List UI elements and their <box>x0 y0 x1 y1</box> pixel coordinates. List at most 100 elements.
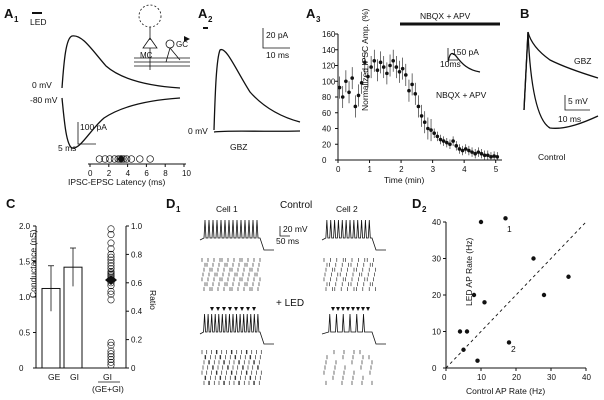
a3-point <box>372 58 377 63</box>
a3-point <box>473 151 477 156</box>
a3-point <box>441 139 446 143</box>
d1-cell1-label: Cell 1 <box>216 204 238 214</box>
d2-xlabel: Control AP Rate (Hz) <box>466 386 545 396</box>
d1-cell2-led-trace <box>321 313 386 345</box>
d1-led-pulse-marker <box>356 307 360 311</box>
d2-point <box>478 219 484 225</box>
a3-point <box>407 88 411 93</box>
a3-point <box>482 153 487 158</box>
d1-led-pulse-marker <box>240 307 244 311</box>
c-ratio-point <box>107 259 115 267</box>
a1-zero-mv-label: 0 mV <box>32 80 52 90</box>
d2-y-tick-label: 20 <box>432 291 441 300</box>
panel-d1: D 1 Cell 1 Cell 2 Control + LED 20 mV 50… <box>166 196 386 385</box>
a3-point <box>463 147 468 151</box>
a3-point <box>363 60 367 65</box>
c-right-tick-label: 1.0 <box>131 222 143 231</box>
c-ylabel-left: Conductance (nS) <box>28 229 38 298</box>
c-left-tick-label: 1.0 <box>19 293 31 302</box>
panel-a3-sub: 3 <box>316 15 321 24</box>
latency-points <box>95 155 154 163</box>
d2-x-tick-label: 30 <box>547 373 556 382</box>
d2-point <box>566 274 571 279</box>
a3-point <box>350 76 354 80</box>
panel-d1-sub: 1 <box>176 205 181 214</box>
d2-point <box>464 329 470 334</box>
a2-gbz-label: GBZ <box>230 142 247 152</box>
b-gbz-label: GBZ <box>574 56 591 66</box>
a3-point <box>438 137 443 142</box>
d1-led-pulse-marker <box>331 307 335 311</box>
c-left-tick-label: 0.5 <box>19 329 31 338</box>
a3-point <box>400 66 405 71</box>
c-cat-ge: GE <box>48 372 61 382</box>
a3-inset-pa: 150 pA <box>452 47 479 57</box>
b-scale-mv: 5 mV <box>568 96 588 106</box>
d1-scale-bar <box>279 226 290 237</box>
a3-inset-ms: 10ms <box>440 59 461 69</box>
d1-led-pulse-marker <box>351 307 355 311</box>
c-left-tick-label: 2.0 <box>19 222 31 231</box>
latency-tick-label: 2 <box>107 169 112 178</box>
d1-cell2-led-raster <box>323 350 373 385</box>
c-ratio-point <box>107 250 115 258</box>
a3-xlabel: Time (min) <box>384 175 424 185</box>
a3-point <box>419 114 424 118</box>
d1-led-pulse-marker <box>366 307 370 311</box>
a3-point <box>432 131 436 136</box>
a3-y-tick-label: 0 <box>322 156 327 165</box>
a3-point <box>435 134 440 139</box>
panel-d2-sub: 2 <box>422 205 427 214</box>
gc-label: GC <box>176 40 188 49</box>
a3-point <box>429 128 433 132</box>
d2-point <box>461 347 466 352</box>
a3-point <box>394 65 399 69</box>
c-ratio-point <box>107 350 115 358</box>
a3-x-tick-label: 0 <box>336 165 341 174</box>
c-cat-ratio: GI <box>103 372 112 382</box>
c-ratio-point <box>107 296 115 304</box>
d1-cell1-control-trace <box>199 219 274 251</box>
d1-scale-ms: 50 ms <box>276 236 299 246</box>
d2-y-tick-label: 30 <box>432 255 441 264</box>
mc-label: MC <box>140 51 153 60</box>
d2-point <box>531 256 536 261</box>
c-right-tick-label: 0.2 <box>131 336 143 345</box>
a3-point <box>347 90 351 95</box>
d2-point <box>457 329 463 334</box>
a2-ipsc-trace <box>213 49 301 131</box>
a1-scale-bar <box>77 122 96 145</box>
b-control-trace <box>523 31 599 129</box>
a3-x-tick-label: 3 <box>431 165 436 174</box>
d1-control-label: Control <box>280 200 312 211</box>
c-ratio-point <box>107 231 115 239</box>
glomerulus-icon <box>138 4 162 28</box>
electrode-icon <box>184 36 190 42</box>
d1-led-pulse-marker <box>346 307 350 311</box>
a3-point <box>388 63 392 68</box>
c-ratio-point <box>107 341 115 349</box>
c-ratio-point <box>107 245 115 253</box>
a3-point <box>457 147 462 151</box>
latency-tick-label: 4 <box>126 169 131 178</box>
a3-point <box>492 154 496 158</box>
panel-a1: A 1 LED 0 mV -80 mV 100 pA 5 ms MC GC 0 2… <box>4 4 191 187</box>
d1-cell1-led-raster <box>201 350 262 385</box>
latency-point <box>146 155 154 163</box>
d2-y-tick-label: 40 <box>432 218 441 227</box>
latency-point <box>95 155 104 163</box>
a3-point <box>366 74 370 79</box>
d2-chart: 00 10 10 20 20 30 30 40 40 <box>432 216 591 382</box>
d2-point-label-2: 2 <box>511 344 516 354</box>
c-ratio-point <box>107 239 115 247</box>
a3-y-tick-label: 120 <box>322 62 336 71</box>
d2-unity-line <box>445 221 587 369</box>
a3-inset-scale <box>447 48 458 61</box>
a3-point <box>397 70 402 74</box>
panel-a2-letter: A <box>198 6 208 21</box>
panel-d2-letter: D <box>412 196 421 211</box>
a3-point <box>413 92 418 96</box>
a2-scale-bar <box>262 28 290 49</box>
a3-y-tick-label: 80 <box>322 93 331 102</box>
